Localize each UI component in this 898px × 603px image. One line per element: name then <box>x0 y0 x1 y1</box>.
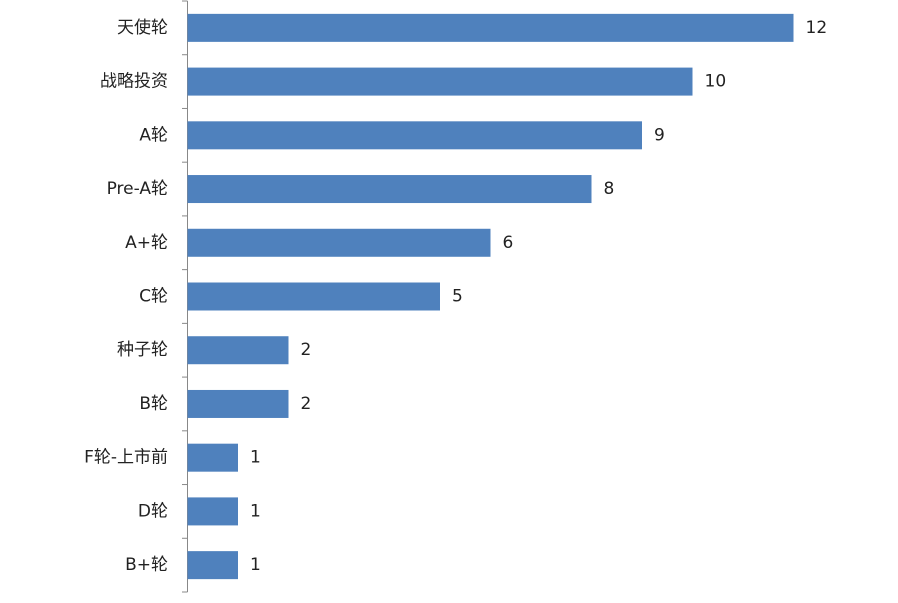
bar <box>187 443 238 472</box>
y-tick-label: 天使轮 <box>117 17 168 38</box>
bar <box>187 175 592 204</box>
bar <box>187 13 794 42</box>
data-label: 8 <box>604 179 615 199</box>
data-label: 1 <box>250 448 261 468</box>
data-label: 2 <box>301 394 312 414</box>
data-label: 2 <box>301 340 312 360</box>
bar <box>187 497 238 526</box>
data-label: 1 <box>250 501 261 521</box>
bar <box>187 336 289 365</box>
data-label: 10 <box>705 72 727 92</box>
data-label: 5 <box>452 287 463 307</box>
y-tick-label: Pre-A轮 <box>107 179 168 199</box>
y-tick-label: A+轮 <box>125 233 168 253</box>
y-tick-label: A轮 <box>139 125 168 145</box>
data-label: 1 <box>250 555 261 575</box>
data-label: 6 <box>503 233 514 253</box>
bar <box>187 282 440 311</box>
y-tick-label: B+轮 <box>125 555 168 575</box>
y-tick-label: 战略投资 <box>100 72 168 92</box>
bar <box>187 67 693 96</box>
bar <box>187 389 289 418</box>
y-tick-label: 种子轮 <box>117 340 168 360</box>
data-label: 9 <box>654 125 665 145</box>
y-tick-label: B轮 <box>139 394 168 414</box>
y-tick-label: F轮-上市前 <box>84 448 168 468</box>
y-tick-label: C轮 <box>139 287 168 307</box>
bar <box>187 551 238 580</box>
bar <box>187 228 491 257</box>
y-tick-label: D轮 <box>138 501 168 521</box>
bar <box>187 121 642 150</box>
data-label: 12 <box>806 18 828 38</box>
